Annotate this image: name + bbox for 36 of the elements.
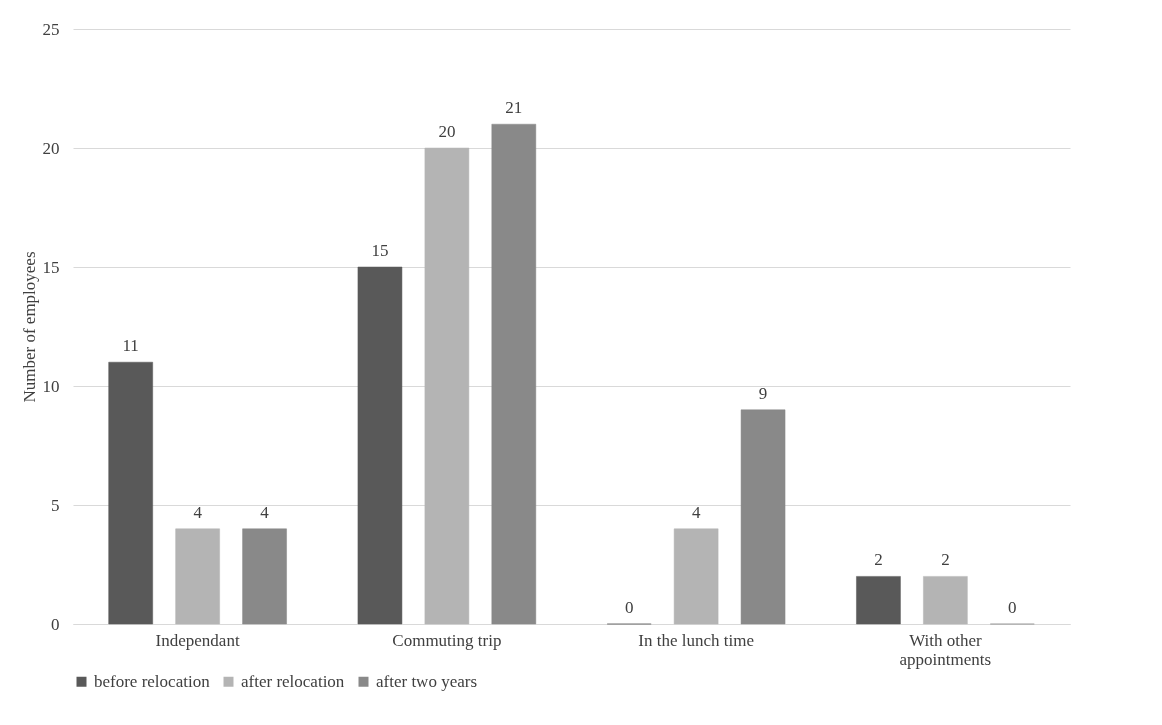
y-tick-label: 15 <box>42 257 60 277</box>
y-tick-label: 10 <box>42 376 60 396</box>
y-tick-label: 0 <box>51 614 60 634</box>
bar <box>108 361 153 625</box>
data-label: 2 <box>874 550 883 570</box>
legend-label: after two years <box>376 671 478 691</box>
y-tick-label: 25 <box>42 19 60 39</box>
y-tick-label: 5 <box>51 495 60 515</box>
data-label: 4 <box>193 502 203 522</box>
bar <box>357 266 403 625</box>
bar <box>424 147 470 625</box>
legend-label: before relocation <box>94 671 211 691</box>
y-axis-title: Number of employees <box>19 251 39 403</box>
bar <box>175 528 220 625</box>
data-label: 0 <box>1008 598 1017 617</box>
bar <box>242 528 287 625</box>
data-label: 4 <box>260 502 270 522</box>
legend-label: after relocation <box>241 671 345 691</box>
bar <box>491 123 537 625</box>
data-label: 9 <box>758 383 768 403</box>
bar <box>740 409 786 625</box>
data-label: 11 <box>122 336 139 356</box>
data-label: 20 <box>438 122 456 141</box>
x-tick-label: Commuting trip <box>392 630 502 650</box>
x-tick-label: In the lunch time <box>638 630 754 650</box>
bar <box>856 576 901 625</box>
y-tick-label: 20 <box>42 138 60 158</box>
data-label: 4 <box>691 502 701 522</box>
bar <box>923 576 968 625</box>
data-label: 2 <box>941 550 950 570</box>
bar <box>673 528 719 625</box>
data-label: 0 <box>624 598 634 617</box>
x-tick-label: With other appointments <box>899 630 992 669</box>
data-label: 21 <box>505 98 523 118</box>
data-label: 15 <box>371 241 389 260</box>
x-tick-label: Independant <box>155 630 240 650</box>
